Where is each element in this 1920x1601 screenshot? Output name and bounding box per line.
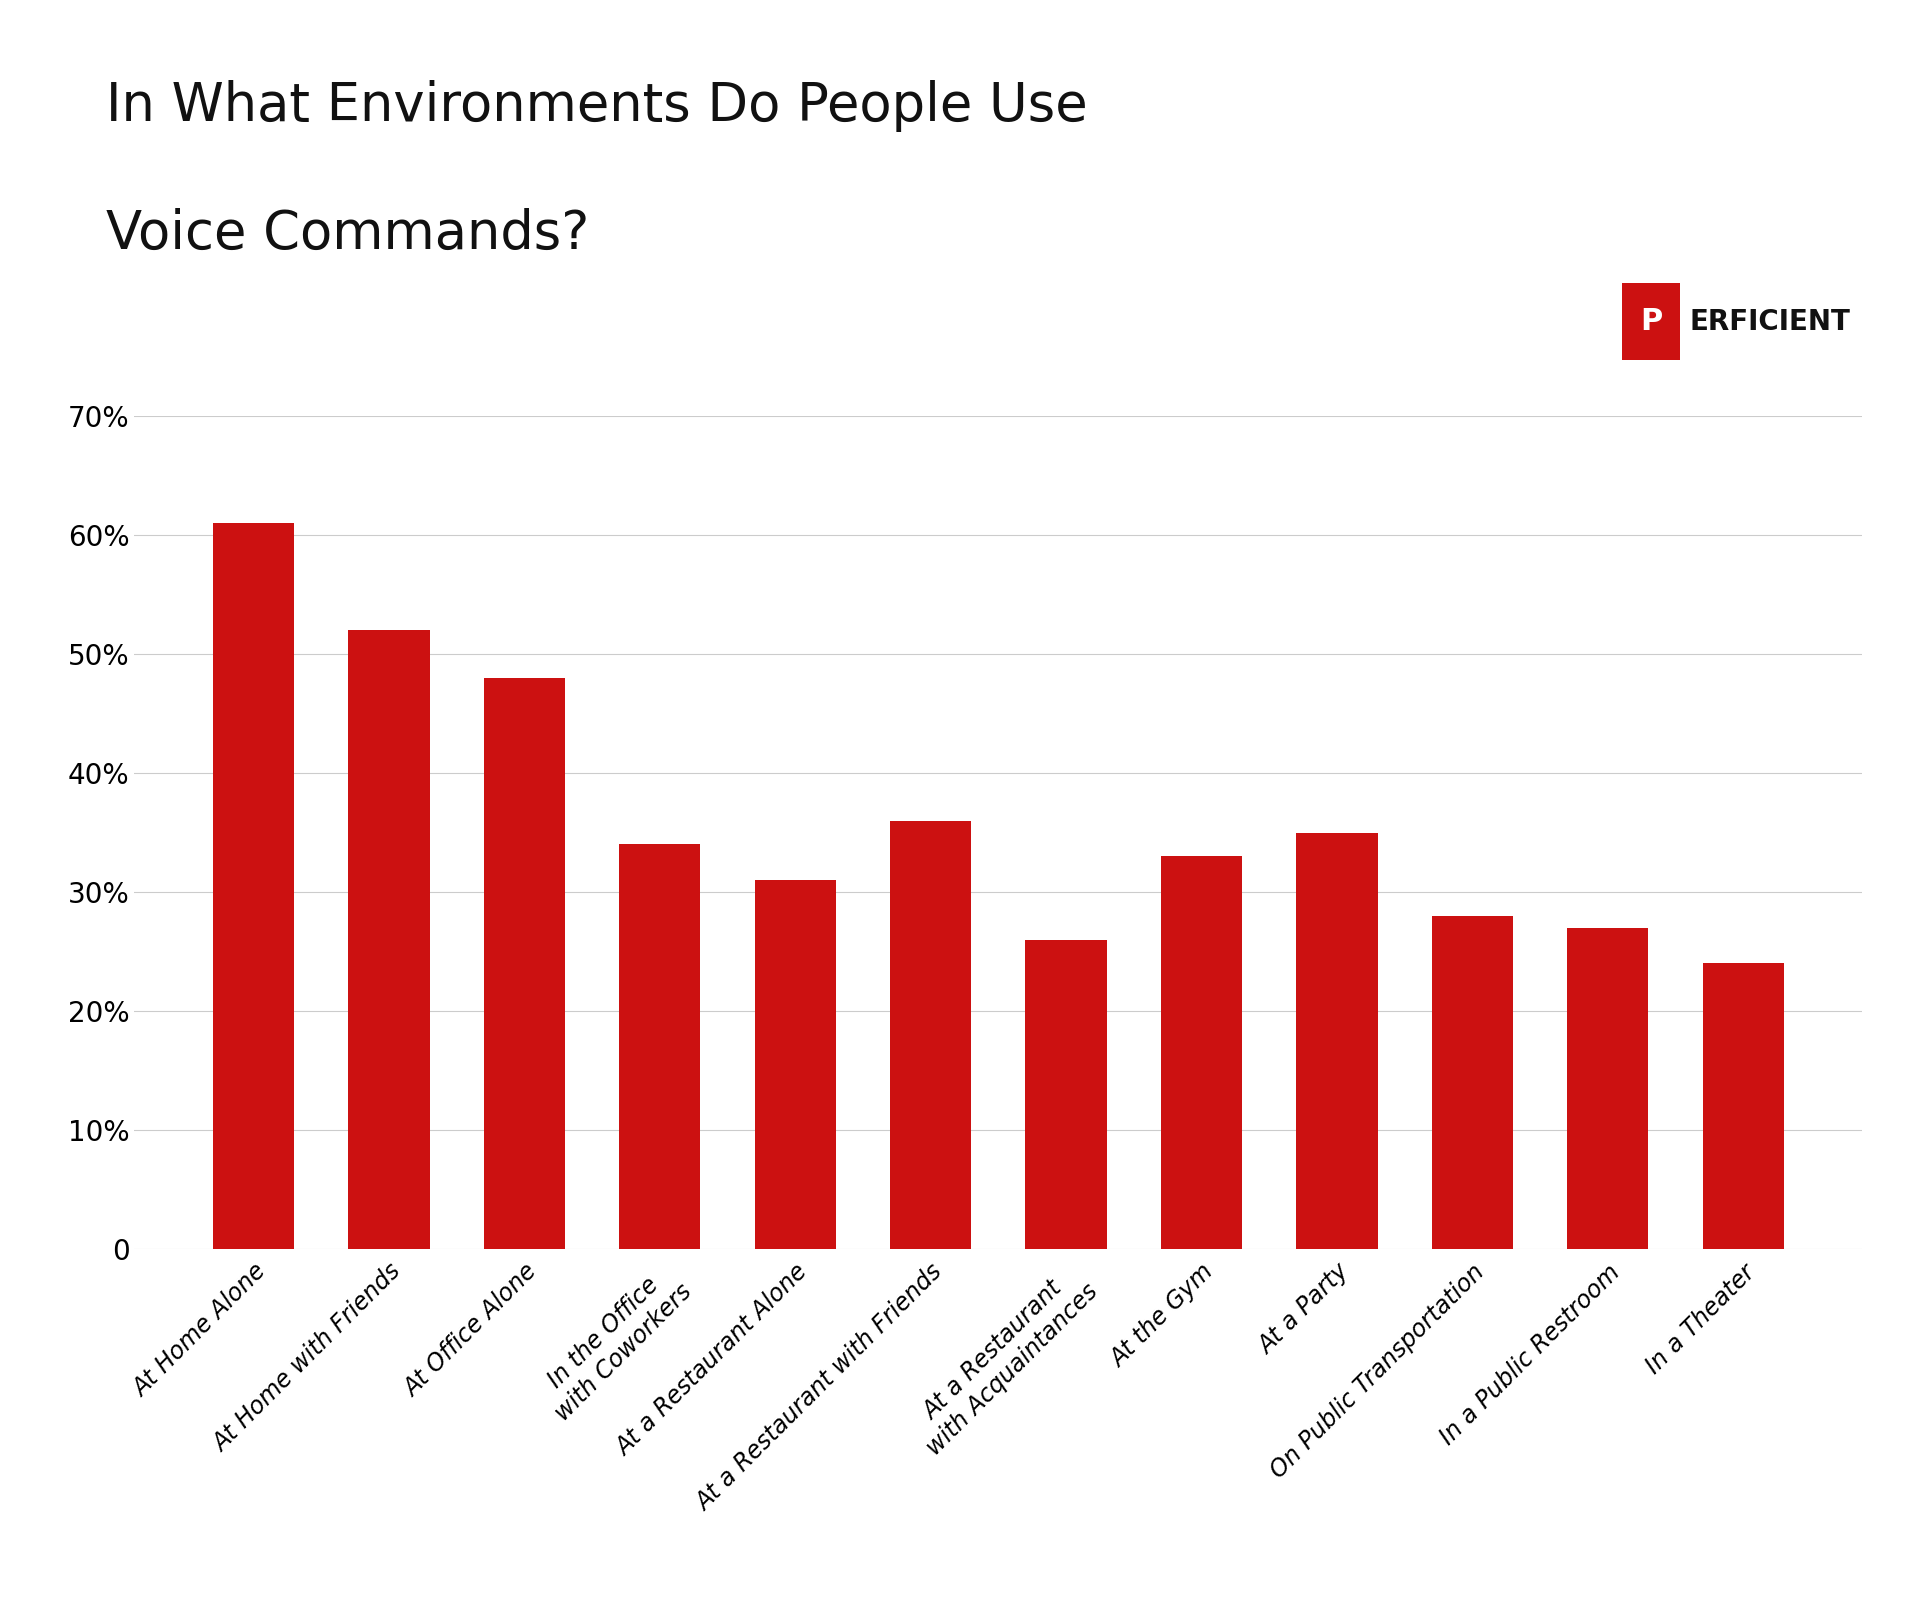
Bar (1703, 964, 1784, 1249)
Bar (348, 631, 430, 1249)
Text: ERFICIENT: ERFICIENT (1690, 307, 1851, 336)
Bar (1567, 927, 1649, 1249)
Bar (213, 524, 294, 1249)
Text: P: P (1640, 307, 1663, 336)
Bar (1296, 833, 1377, 1249)
Bar (1432, 916, 1513, 1249)
Text: In What Environments Do People Use: In What Environments Do People Use (106, 80, 1087, 131)
Bar (620, 844, 701, 1249)
Bar (1025, 940, 1106, 1249)
Bar (1162, 857, 1242, 1249)
Bar (891, 821, 972, 1249)
Bar (755, 881, 835, 1249)
Bar (484, 677, 564, 1249)
Text: Voice Commands?: Voice Commands? (106, 208, 589, 259)
